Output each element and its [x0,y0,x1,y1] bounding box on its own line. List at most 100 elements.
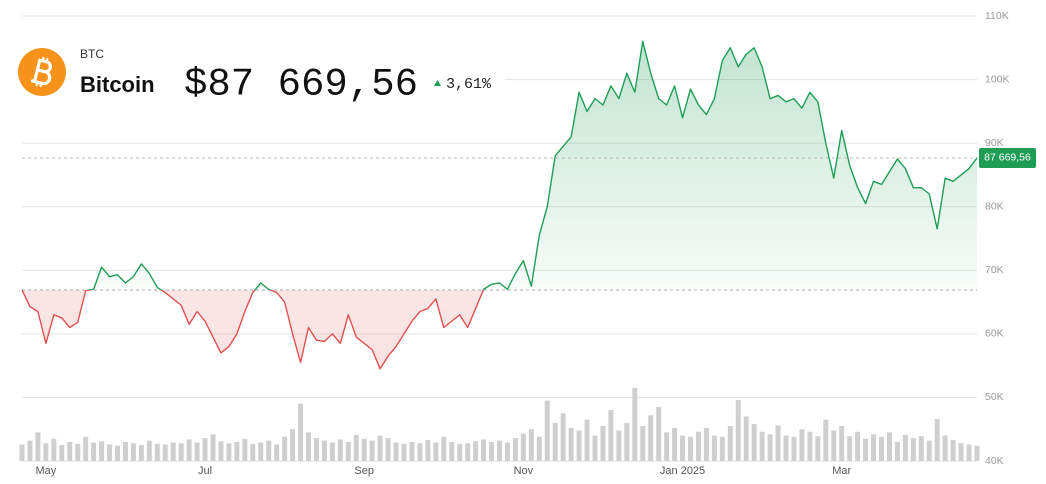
volume-bar [266,440,272,461]
volume-bar [298,403,304,461]
price-line [21,40,978,370]
volume-bar [727,426,733,461]
x-tick-label: Sep [354,465,374,477]
y-tick-label: 90K [985,137,1004,149]
volume-bar [711,435,717,461]
volume-bar [624,422,630,461]
volume-bar [950,440,956,461]
volume-bar [767,434,773,461]
plot: 40K 50K 60K 70K 80K 90K 100K 110K 87 669,56 May Ju… [19,10,1036,477]
volume-bar [282,436,288,461]
volume-bar [202,438,208,461]
volume-bar [83,436,89,461]
volume-bar [258,442,264,461]
volume-bar [775,425,781,461]
volume-bar [823,419,829,461]
area [22,41,977,369]
volume-bar [337,439,343,461]
volume-bar [178,443,184,461]
x-tick-label: Nov [514,465,534,477]
volume-bar [242,438,248,461]
volume-bar [600,426,606,461]
volume-bar [107,444,113,461]
volume-bar [656,406,662,461]
volume-bar [481,439,487,461]
volume-bar [855,431,861,461]
volume-bar [902,434,908,461]
volume-bar [759,431,765,461]
y-tick-label: 70K [985,264,1004,276]
volume-bar [536,436,542,461]
volume-bar [425,440,431,461]
volume-bar [313,438,319,461]
volume-bar [520,433,526,461]
volume-bar [584,419,590,461]
volume-bar [377,435,383,461]
volume-bar [146,440,152,461]
volume-bar [807,431,813,461]
volume-bar [966,444,972,461]
volume-bar [688,436,693,461]
volume-bar [99,441,105,461]
volume-bar [290,429,296,461]
volume-bar [958,443,964,461]
volume-bar [592,435,598,461]
volume-bar [839,426,845,461]
volume-bar [616,430,622,461]
volume-bar [321,440,327,461]
volume-bar [648,415,654,461]
volume-bar [942,435,948,461]
volume-bar [863,438,869,461]
volume-bar [162,444,168,461]
volume-bar [218,441,224,461]
volume-bar [815,436,821,461]
change-arrow [434,80,441,86]
volume-bar [194,442,200,461]
volume-bar [19,444,25,461]
volume-bar [568,427,574,461]
volume-bar [751,424,757,461]
volume-bar [608,410,614,461]
volume-bar [67,441,73,461]
volume-bar [640,426,646,461]
asset-name: Bitcoin [80,72,155,97]
volume-bar [393,442,399,461]
x-tick-label: Jul [198,465,212,477]
volume-bar [743,416,749,461]
volume-bar [703,427,709,461]
volume-bar [680,435,686,461]
volume-bar [783,435,789,461]
volume-bar [632,387,638,461]
volume-bar [871,434,877,461]
x-tick-label: Mar [832,465,851,477]
y-tick-label: 100K [985,73,1010,85]
volume-bar [926,440,932,461]
volume-bar [51,438,57,461]
volume-bar [115,445,120,461]
volume-bar [345,441,351,461]
volume-bar [799,429,805,461]
volume-bar [576,430,582,461]
volume-bar [361,438,367,461]
volume-bar [512,438,518,461]
volume-bar [170,442,176,461]
bitcoin-glyph [30,56,52,88]
volume-bar [465,443,471,461]
volume-bar [894,441,900,461]
y-tick-label: 40K [985,455,1004,467]
volume-bar [75,443,81,461]
volume-bar [417,443,423,461]
volume-bar [473,441,479,461]
volume-bar [122,441,128,461]
y-tick-label: 60K [985,328,1004,340]
volume-bar [560,413,566,461]
volume-bar [250,443,256,461]
volume-bar [130,443,136,461]
x-tick-label: Jan 2025 [660,465,705,477]
price-tag-label: 87 669,56 [984,152,1031,164]
volume-bar [329,442,335,461]
volume-bar [353,434,359,461]
y-tick-label: 110K [985,10,1009,22]
volume-bar [672,427,678,461]
